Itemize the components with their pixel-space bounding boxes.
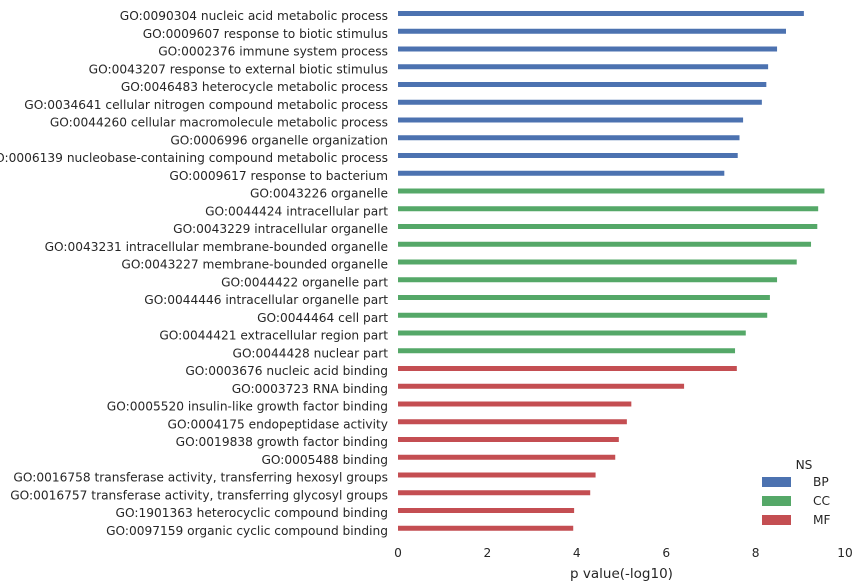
bar-bp <box>398 64 769 70</box>
bar-mf <box>398 472 596 478</box>
y-tick-label: GO:0016757 transferase activity, transfe… <box>10 488 388 502</box>
bar-mf <box>398 437 619 442</box>
x-tick-label: 8 <box>752 546 760 560</box>
y-tick-label: GO:0097159 organic cyclic compound bindi… <box>106 524 388 538</box>
bar-mf <box>398 419 627 425</box>
bar-mf <box>398 490 591 496</box>
bars-layer <box>398 11 825 531</box>
y-tick-label: GO:0043229 intracellular organelle <box>173 222 388 236</box>
y-tick-labels: GO:0090304 nucleic acid metabolic proces… <box>0 9 388 538</box>
bar-cc <box>398 206 819 212</box>
bar-cc <box>398 348 736 354</box>
legend-label-mf: MF <box>813 513 831 527</box>
y-tick-label: GO:0016758 transferase activity, transfe… <box>13 471 388 485</box>
bar-cc <box>398 259 797 265</box>
y-tick-label: GO:0044421 extracellular region part <box>159 329 388 343</box>
legend-swatch-cc <box>762 496 791 506</box>
y-tick-label: GO:0005488 binding <box>261 453 388 467</box>
bar-bp <box>398 117 744 123</box>
y-tick-label: GO:0044428 nuclear part <box>233 346 389 360</box>
bar-cc <box>398 277 778 283</box>
legend-label-bp: BP <box>813 475 829 489</box>
x-tick-label: 6 <box>662 546 670 560</box>
bar-mf <box>398 366 737 371</box>
y-tick-label: GO:0019838 growth factor binding <box>176 435 388 449</box>
legend-swatch-bp <box>762 477 791 487</box>
bar-cc <box>398 312 768 318</box>
bar-bp <box>398 99 762 105</box>
y-tick-label: GO:0043207 response to external biotic s… <box>89 62 388 76</box>
y-tick-label: GO:0046483 heterocycle metabolic process <box>121 80 388 94</box>
y-tick-label: GO:0043226 organelle <box>250 187 388 201</box>
y-tick-label: GO:0003676 nucleic acid binding <box>185 364 388 378</box>
legend-swatch-mf <box>762 515 791 525</box>
legend-items: BP CC MF <box>762 475 831 527</box>
bar-cc <box>398 241 812 247</box>
y-tick-label: GO:0090304 nucleic acid metabolic proces… <box>120 9 388 23</box>
bar-bp <box>398 153 738 158</box>
bar-cc <box>398 188 825 194</box>
y-tick-label: GO:0044260 cellular macromolecule metabo… <box>50 116 388 130</box>
bar-bp <box>398 11 804 16</box>
y-tick-label: GO:0006139 nucleobase-containing compoun… <box>0 151 388 165</box>
x-axis-label: p value(-log10) <box>570 566 673 582</box>
bar-mf <box>398 401 632 407</box>
y-tick-label: GO:0044464 cell part <box>257 311 388 325</box>
bar-cc <box>398 224 818 229</box>
legend-title: NS <box>796 458 813 472</box>
y-tick-label: GO:0006996 organelle organization <box>170 133 388 147</box>
x-tick-label: 10 <box>837 546 853 560</box>
y-tick-label: GO:0009607 response to biotic stimulus <box>143 27 388 41</box>
y-tick-label: GO:0009617 response to bacterium <box>169 169 388 183</box>
bar-mf <box>398 525 574 531</box>
x-tick-label: 4 <box>573 546 581 560</box>
y-tick-label: GO:0043227 membrane-bounded organelle <box>121 258 388 272</box>
y-tick-label: GO:0044422 organelle part <box>221 275 388 289</box>
bar-bp <box>398 135 740 141</box>
y-tick-label: GO:0004175 endopeptidase activity <box>168 417 388 431</box>
bar-cc <box>398 330 746 336</box>
bar-mf <box>398 454 616 460</box>
y-tick-label: GO:0043231 intracellular membrane-bounde… <box>45 240 388 254</box>
bar-cc <box>398 295 770 300</box>
y-tick-label: GO:0002376 immune system process <box>158 45 388 59</box>
y-tick-label: GO:0044424 intracellular part <box>205 204 388 218</box>
bar-mf <box>398 508 575 513</box>
y-tick-label: GO:0044446 intracellular organelle part <box>144 293 388 307</box>
bar-bp <box>398 82 767 87</box>
bar-mf <box>398 383 685 389</box>
x-tick-label: 0 <box>394 546 402 560</box>
bar-bp <box>398 170 725 176</box>
bar-bp <box>398 46 778 52</box>
x-tick-labels: 0 2 4 6 8 10 <box>394 546 853 560</box>
bar-bp <box>398 28 786 34</box>
y-tick-label: GO:0005520 insulin-like growth factor bi… <box>107 400 388 414</box>
y-tick-label: GO:0003723 RNA binding <box>232 382 388 396</box>
x-tick-label: 2 <box>484 546 492 560</box>
legend-label-cc: CC <box>813 494 830 508</box>
y-tick-label: GO:0034641 cellular nitrogen compound me… <box>24 98 388 112</box>
legend: NS BP CC MF <box>762 458 831 527</box>
y-tick-label: GO:1901363 heterocyclic compound binding <box>116 506 388 520</box>
